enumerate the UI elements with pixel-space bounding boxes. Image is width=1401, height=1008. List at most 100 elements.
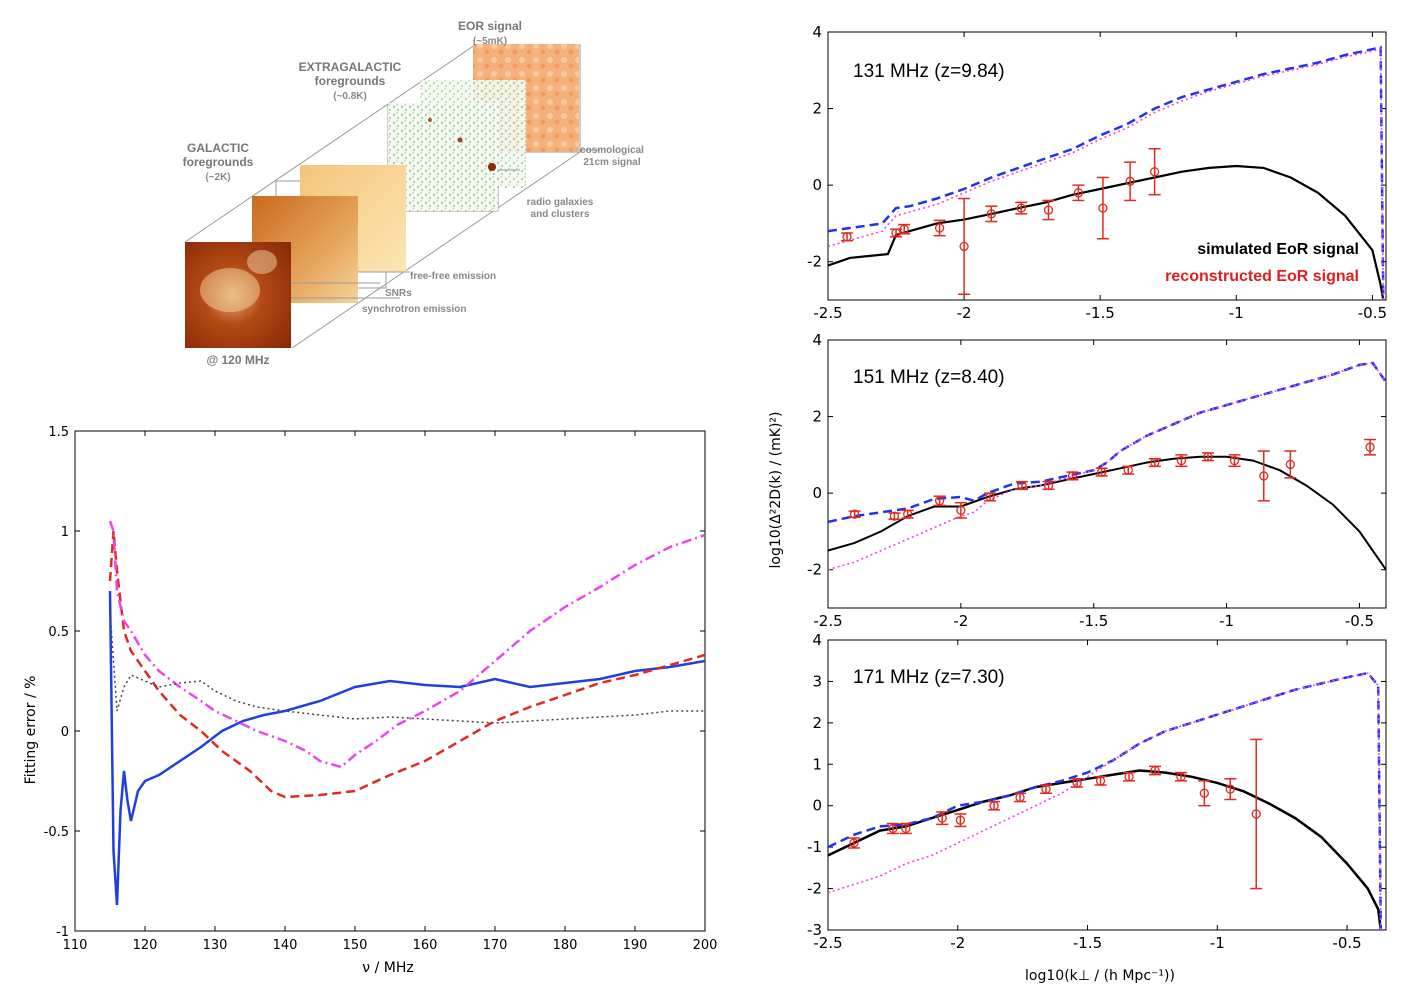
synch-label: synchrotron emission: [362, 304, 466, 315]
x-tick-label: -1.5: [1086, 304, 1115, 322]
plot-frame: [827, 31, 1387, 301]
data-point: [1285, 459, 1295, 470]
y-tick-label: -2: [807, 561, 822, 579]
y-tick-label: 2: [812, 714, 822, 732]
x-tick-label: 130: [203, 938, 228, 953]
y-tick-label: 4: [812, 631, 822, 649]
series-line-1: [828, 45, 1385, 300]
panel-171mhz: 171 MHz (z=7.30) log10(k⊥ / (h Mpc⁻¹)) -…: [807, 631, 1387, 984]
data-point: [1095, 776, 1106, 786]
x-tick-label: 160: [413, 938, 438, 953]
data-point: [986, 209, 996, 219]
cosmo-plane: [388, 103, 498, 211]
y-tick-label: -1: [56, 925, 69, 940]
x-tick-label: -1.5: [1073, 934, 1102, 952]
data-point: [1199, 788, 1209, 798]
gal-sub: (~2K): [205, 172, 230, 183]
y-tick-label: 0: [812, 176, 822, 194]
eor-sub: (~5mK): [473, 36, 507, 47]
data-point: [1043, 480, 1054, 491]
data-point: [842, 232, 852, 242]
extra-title-1: EXTRAGALACTIC: [299, 60, 402, 74]
data-point: [1073, 188, 1084, 198]
x-tick-label: 190: [623, 938, 648, 953]
cosmo-label-2: 21cm signal: [583, 157, 640, 168]
x-tick-label: -1: [1219, 612, 1234, 628]
plot-frame: [74, 430, 706, 932]
y-tick-label: -3: [807, 921, 822, 939]
x-tick-label: -2.5: [813, 304, 842, 322]
x-tick-label: -2: [957, 304, 972, 322]
y-tick-label: -2: [807, 880, 822, 898]
x-tick-label: -2.5: [813, 934, 842, 952]
data-point: [1251, 809, 1261, 819]
series-line-0: [828, 455, 1386, 571]
data-point: [1150, 765, 1160, 776]
panel-131mhz: 131 MHz (z=9.84) simulated EoR signal re…: [807, 23, 1387, 322]
gal-title-1: GALACTIC: [187, 141, 249, 155]
panel-151mhz: 151 MHz (z=8.40) -2.5 -2 -1.5 -1 -0.5 -2 0 2 4: [807, 331, 1387, 628]
foreground-diagram: EOR signal (~5mK) EXTRAGALACTIC foregrou…: [183, 19, 645, 367]
y-tick-label: 4: [812, 331, 822, 349]
data-point: [1067, 471, 1078, 481]
data-point: [1098, 203, 1108, 213]
x-tick-label: -0.5: [1332, 934, 1361, 952]
series-line-0: [828, 769, 1383, 930]
legend-simulated: simulated EoR signal: [1197, 241, 1359, 258]
data-point: [956, 505, 966, 516]
legend-reconstructed: reconstructed EoR signal: [1165, 268, 1359, 285]
x-tick-label: 110: [63, 938, 88, 953]
data-point: [934, 496, 945, 506]
data-point: [1123, 465, 1133, 475]
data-point: [1150, 457, 1160, 468]
series-line-2: [828, 672, 1382, 930]
x-tick-label: 150: [343, 938, 368, 953]
radio-label-2: and clusters: [531, 209, 590, 220]
data-point: [849, 509, 860, 519]
data-point: [959, 241, 969, 252]
x-tick-label: 140: [273, 938, 298, 953]
data-point: [1259, 471, 1269, 481]
x-tick-label: 170: [483, 938, 508, 953]
x-tick-label: -1: [1229, 304, 1244, 322]
data-point: [889, 511, 900, 521]
gal-title-2: foregrounds: [183, 155, 254, 169]
series-group: [828, 45, 1385, 300]
y-tick-label: 0.5: [48, 625, 69, 640]
data-point: [1072, 778, 1082, 788]
x-tick-label: -2.5: [813, 612, 842, 628]
x-tick-label: 120: [133, 938, 158, 953]
right-ylabel-text: log10(Δ²2D(k) / (mK)²): [768, 412, 784, 569]
series-line-1: [828, 361, 1386, 524]
data-point: [903, 509, 913, 519]
series-group: [108, 520, 705, 906]
data-point: [989, 801, 999, 811]
data-point: [1043, 205, 1054, 215]
plot-frame: [827, 339, 1387, 609]
fitting-error-xlabel: ν / MHz: [362, 960, 413, 976]
data-point: [901, 823, 911, 834]
data-point: [1015, 792, 1025, 803]
data-point: [1041, 784, 1051, 794]
data-point: [1225, 784, 1235, 794]
y-tick-label: 0: [812, 484, 822, 502]
data-point: [899, 224, 909, 234]
x-tick-label: -0.5: [1345, 612, 1374, 628]
y-tick-label: 0: [812, 797, 822, 815]
fitting-error-ylabel: Fitting error / %: [23, 676, 39, 785]
data-point: [934, 223, 945, 233]
x-tick-label: -2: [953, 612, 968, 628]
series-line-1: [108, 530, 705, 799]
eor-title: EOR signal: [458, 19, 522, 33]
extra-title-2: foregrounds: [315, 74, 386, 88]
data-point: [937, 813, 947, 823]
y-tick-label: 3: [812, 672, 822, 690]
data-point: [1097, 467, 1107, 477]
y-tick-label: 2: [812, 100, 822, 118]
snr-label: SNRs: [385, 288, 412, 299]
series-line-2: [828, 48, 1385, 300]
fitting-error-chart: Fitting error / % ν / MHz 110 120 130 140 15…: [23, 425, 717, 976]
radio-label-1: radio galaxies: [527, 197, 594, 208]
panel-131-title: 131 MHz (z=9.84): [853, 61, 1005, 82]
y-tick-label: 1: [812, 755, 822, 773]
